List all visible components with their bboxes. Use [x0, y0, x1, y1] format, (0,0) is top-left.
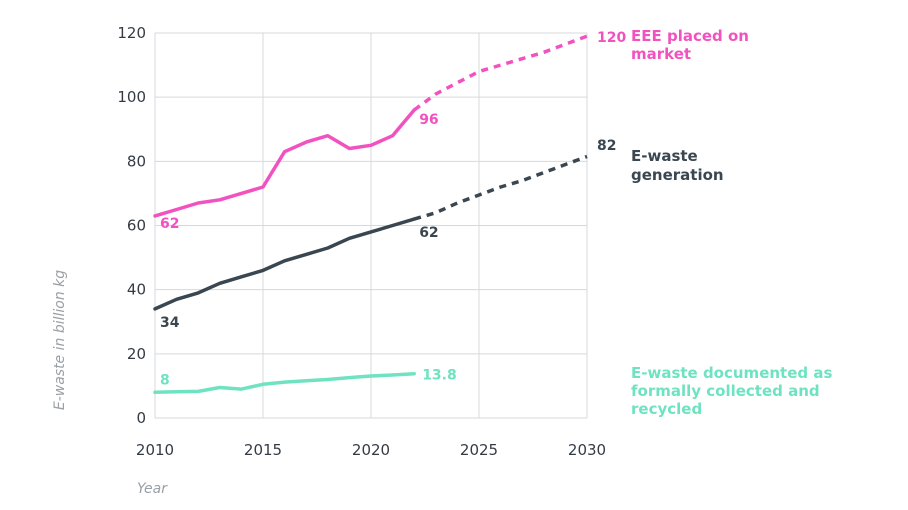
data-labels: 62 96 120 34 62 82 8 13.8 [160, 30, 626, 388]
data-label: 62 [160, 216, 179, 232]
y-tick-label: 60 [127, 217, 146, 235]
y-tick-label: 20 [127, 345, 146, 363]
series-name-label: EEE placed on market [631, 27, 749, 63]
series-name-label: E-waste documented as formally collected … [631, 364, 832, 418]
series-lines [153, 34, 588, 395]
gridlines [154, 32, 588, 419]
y-tick-label: 100 [117, 88, 146, 106]
axis-ticks: 0 20 40 60 80 100 120 2010 2015 2020 2025 2030 [117, 24, 606, 459]
x-tick-label: 2020 [352, 441, 390, 459]
series-line-actual [153, 108, 416, 218]
x-tick-label: 2015 [244, 441, 282, 459]
y-tick-label: 40 [127, 281, 146, 299]
data-label: 34 [160, 315, 180, 331]
data-label: 8 [160, 372, 170, 388]
series-line-actual [153, 371, 416, 395]
series-line-projected [413, 154, 588, 221]
x-axis-title: Year [137, 481, 168, 497]
series-name-label: E-waste generation [631, 147, 724, 184]
data-label: 120 [597, 30, 626, 46]
y-tick-label: 120 [117, 24, 146, 42]
y-tick-label: 0 [136, 409, 146, 427]
x-tick-label: 2030 [568, 441, 606, 459]
y-axis-title: E-waste in billion kg [52, 270, 68, 410]
y-tick-label: 80 [127, 152, 146, 170]
data-label: 82 [597, 138, 616, 154]
data-label: 62 [419, 225, 438, 241]
series-line-actual [153, 217, 416, 311]
series-names: EEE placed on market E-waste generation E-wa… [631, 27, 832, 418]
series-line-projected [413, 34, 588, 112]
x-tick-label: 2025 [460, 441, 498, 459]
data-label: 13.8 [422, 368, 457, 384]
x-tick-label: 2010 [136, 441, 174, 459]
data-label: 96 [419, 112, 438, 128]
